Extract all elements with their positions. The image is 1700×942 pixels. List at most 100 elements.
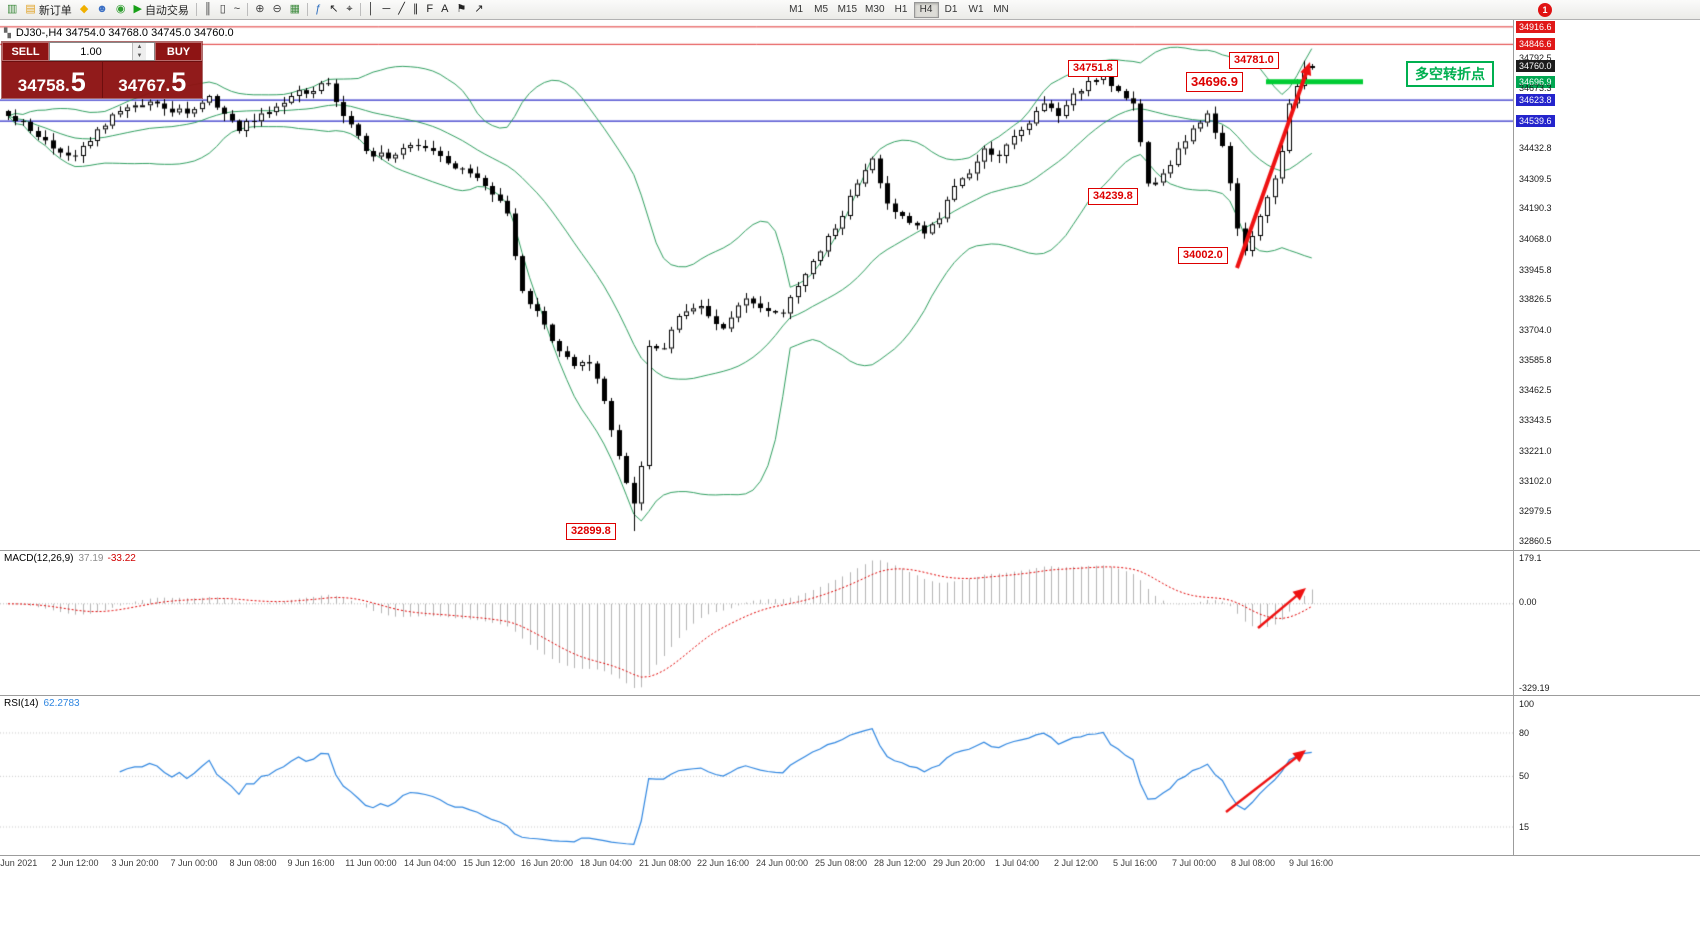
equidistant-channel-button[interactable]: ∥ [409,1,423,19]
time-axis-label: 1 Jul 04:00 [994,858,1040,868]
new-chart-icon: ▥ [7,3,18,15]
buy-button[interactable]: BUY [155,42,202,61]
volume-field-wrap: ▲▼ [49,42,155,61]
timeframe-d1[interactable]: D1 [939,2,964,18]
options-button[interactable]: ◉ [112,1,130,19]
panel-separator-time [0,855,1700,856]
time-axis-label: 21 Jun 08:00 [638,858,692,868]
time-axis-label: 25 Jun 08:00 [814,858,868,868]
price-axis-label-blue: 34623.8 [1516,94,1555,107]
buy-price[interactable]: 34767. 5 [118,67,187,98]
market-watch-icon: ☻ [96,3,108,15]
chart-price-annotation[interactable]: 34696.9 [1186,71,1243,92]
bar-chart-mode-button[interactable]: ║ [200,1,216,19]
timeframe-m1[interactable]: M1 [784,2,809,18]
spinner-up-icon[interactable]: ▲ [133,43,146,52]
panel-separator-rsi[interactable] [0,695,1700,696]
tile-windows-button[interactable]: ▦ [286,1,304,19]
indicator-axis-label: 15 [1519,822,1530,832]
rsi-indicator-label: RSI(14) 62.2783 [4,698,80,709]
chart-price-annotation[interactable]: 34781.0 [1229,52,1279,70]
timeframe-mn[interactable]: MN [989,2,1014,18]
price-axis-label-normal: 33462.5 [1519,385,1552,396]
line-chart-mode-icon: ~ [233,3,241,15]
toolbar-separator [247,3,249,16]
time-axis-label: 7 Jul 00:00 [1171,858,1217,868]
time-axis-label: 2 Jun 12:00 [51,858,99,868]
new-order-icon: ▤ [25,3,36,15]
cursor-button[interactable]: ↖ [325,1,342,19]
timeframe-h4[interactable]: H4 [913,1,939,18]
line-chart-mode-button[interactable]: ~ [230,1,244,19]
price-axis-label-normal: 33704.0 [1519,325,1552,335]
time-axis-label: 18 Jun 04:00 [579,858,633,868]
volume-spinner: ▲ ▼ [132,43,146,60]
options-icon: ◉ [115,3,126,15]
symbol-ohlc-text: DJ30-,H4 34754.0 34768.0 34745.0 34760.0 [15,27,234,39]
candle-chart-mode-button[interactable]: ▯ [216,1,230,19]
vertical-line-icon: │ [367,3,375,15]
metaeditor-button[interactable]: ◆ [76,1,92,19]
candle-chart-mode-icon: ▯ [219,3,226,15]
price-axis-label-normal: 34068.0 [1519,234,1552,244]
price-axis-label-red: 34916.6 [1516,20,1555,33]
toolbar-separator [307,3,309,16]
new-chart-button[interactable]: ▥ [3,1,21,19]
market-watch-button[interactable]: ☻ [92,1,112,19]
chart-price-annotation[interactable]: 32899.8 [566,522,616,540]
chart-price-annotation[interactable]: 34239.8 [1088,187,1138,205]
chart-price-annotation[interactable]: 34751.8 [1068,59,1118,77]
vertical-line-button[interactable]: │ [364,1,379,19]
price-axis-label-normal: 33343.5 [1519,415,1552,426]
chart-price-annotation[interactable]: 34002.0 [1178,247,1228,264]
symbol-info: ▚ DJ30-,H4 34754.0 34768.0 34745.0 34760… [4,27,234,39]
price-axis-label-normal: 34792.5 [1519,52,1552,63]
time-axis-label: 14 Jun 04:00 [403,858,457,868]
time-axis-label: 7 Jun 00:00 [170,858,218,868]
auto-trading-icon: ▶ [133,3,142,15]
price-axis-label-normal: 33221.0 [1519,445,1552,456]
timeframe-m15[interactable]: M15 [834,2,861,18]
sell-price[interactable]: 34758. 5 [2,62,103,98]
volume-input[interactable] [50,43,132,60]
text-button[interactable]: A [437,1,452,19]
price-axis-label-normal: 34673.3 [1519,82,1552,93]
timeframe-m5[interactable]: M5 [809,2,834,18]
timeframe-h1[interactable]: H1 [889,2,914,18]
zoom-out-button[interactable]: ⊖ [268,1,285,19]
time-axis-label: 24 Jun 00:00 [755,858,809,868]
time-axis-label: 8 Jul 08:00 [1230,858,1276,868]
time-axis-label: 2 Jul 12:00 [1053,858,1099,868]
fibonacci-icon: F [426,3,434,15]
one-click-trading-panel: SELL ▲▼ BUY 34758.5 34767.5 [2,42,202,98]
zoom-in-icon: ⊕ [255,3,265,15]
time-axis-label: 5 Jul 16:00 [1112,858,1158,868]
timeframe-m30[interactable]: M30 [861,2,888,18]
crosshair-button[interactable]: ⌖ [342,1,356,19]
notification-badge[interactable]: 1 [1538,3,1552,17]
timeframe-w1[interactable]: W1 [964,2,989,18]
text-label-button[interactable]: ⚑ [453,1,471,19]
panel-separator-macd[interactable] [0,550,1700,551]
auto-trading-button[interactable]: ▶ 自动交易 [129,1,192,19]
spinner-down-icon[interactable]: ▼ [133,51,146,60]
zoom-in-button[interactable]: ⊕ [251,1,268,19]
time-axis-label: 3 Jun 20:00 [111,858,159,868]
toolbar-separator [359,3,361,16]
arrows-tool-icon: ↗ [474,3,484,15]
crosshair-icon: ⌖ [346,3,353,15]
price-axis-label-normal: 34432.8 [1519,142,1552,153]
fibonacci-button[interactable]: F [422,1,437,19]
zoom-out-icon: ⊖ [272,3,282,15]
time-axis-label: 29 Jun 20:00 [932,858,986,868]
arrows-tool-button[interactable]: ↗ [470,1,487,19]
sell-button[interactable]: SELL [2,42,49,61]
price-chart-canvas[interactable] [0,20,1513,880]
trendline-button[interactable]: ╱ [394,1,409,19]
horizontal-line-button[interactable]: ─ [379,1,395,19]
new-order-button[interactable]: ▤ 新订单 [21,1,75,19]
indicators-button[interactable]: ƒ [311,1,325,19]
turning-point-label[interactable]: 多空转折点 [1406,61,1494,87]
axis-separator [1513,20,1514,856]
